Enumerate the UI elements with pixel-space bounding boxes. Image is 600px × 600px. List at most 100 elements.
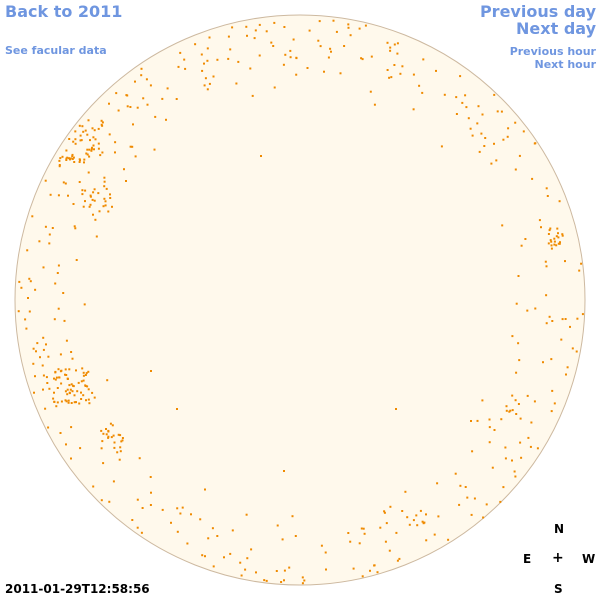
- facula-speck: [557, 232, 559, 235]
- facula-speck: [542, 361, 544, 364]
- facula-speck: [524, 238, 527, 240]
- facula-speck: [207, 537, 210, 540]
- facula-speck: [282, 63, 285, 66]
- facula-speck: [245, 25, 248, 28]
- facula-speck: [398, 557, 401, 560]
- previous-hour-link[interactable]: Previous hour: [509, 45, 596, 58]
- facula-speck: [61, 155, 64, 158]
- facula-speck: [467, 117, 470, 120]
- facula-speck: [564, 260, 566, 263]
- facula-speck: [324, 551, 327, 554]
- facula-speck: [72, 140, 75, 143]
- facula-speck: [556, 227, 559, 230]
- facula-speck: [553, 243, 556, 246]
- facula-speck: [526, 309, 529, 312]
- facula-speck: [549, 239, 552, 242]
- facula-speck: [550, 358, 553, 361]
- facula-speck: [175, 98, 178, 100]
- facula-speck: [203, 62, 205, 65]
- facula-speck: [42, 336, 45, 339]
- facula-speck: [576, 317, 579, 320]
- facula-speck: [566, 366, 569, 369]
- facula-speck: [211, 527, 214, 530]
- facula-speck: [548, 315, 551, 318]
- facula-speck: [490, 162, 493, 165]
- facula-speck: [44, 407, 47, 410]
- facula-speck: [433, 533, 436, 536]
- facula-speck: [529, 445, 532, 448]
- facula-speck: [32, 347, 35, 350]
- facula-speck: [548, 229, 551, 232]
- facula-speck: [263, 579, 266, 582]
- facula-speck: [485, 503, 488, 506]
- facula-speck: [176, 408, 178, 410]
- facula-speck: [113, 446, 116, 449]
- facula-speck: [500, 418, 503, 421]
- facula-speck: [71, 153, 74, 156]
- facula-speck: [80, 380, 83, 383]
- facula-speck: [179, 512, 182, 515]
- facula-speck: [48, 242, 51, 245]
- facula-speck: [323, 70, 325, 73]
- facula-speck: [65, 149, 68, 152]
- facula-speck: [131, 519, 134, 521]
- facula-speck: [28, 310, 31, 313]
- facula-speck: [390, 76, 393, 79]
- facula-speck: [383, 510, 386, 513]
- facula-speck: [74, 130, 77, 133]
- facula-speck: [89, 194, 92, 197]
- facula-speck: [75, 401, 77, 404]
- facula-speck: [67, 399, 70, 402]
- facula-speck: [352, 567, 355, 570]
- facula-speck: [149, 476, 152, 478]
- facula-speck: [396, 42, 399, 45]
- facula-speck: [71, 155, 74, 158]
- facula-speck: [412, 108, 415, 111]
- facula-speck: [49, 193, 52, 196]
- facular-data-link[interactable]: See facular data: [5, 44, 107, 57]
- facula-speck: [117, 109, 120, 112]
- back-to-year-link[interactable]: Back to 2011: [5, 2, 123, 21]
- facula-speck: [58, 159, 61, 162]
- facula-speck: [64, 399, 67, 402]
- facula-speck: [70, 402, 73, 404]
- next-hour-link[interactable]: Next hour: [534, 58, 597, 71]
- facula-speck: [545, 187, 548, 190]
- facula-speck: [32, 362, 35, 365]
- facula-speck: [561, 233, 564, 236]
- facula-speck: [385, 522, 388, 525]
- facula-speck: [70, 383, 73, 386]
- facula-speck: [131, 145, 134, 148]
- facula-speck: [57, 307, 60, 310]
- facula-speck: [206, 47, 209, 50]
- next-day-link[interactable]: Next day: [516, 19, 596, 38]
- facula-speck: [141, 507, 144, 509]
- facula-speck: [181, 506, 184, 509]
- facula-speck: [325, 568, 327, 571]
- facula-speck: [88, 148, 91, 151]
- facula-speck: [386, 69, 389, 71]
- facula-speck: [551, 320, 554, 322]
- facula-speck: [83, 161, 85, 164]
- facula-speck: [384, 540, 387, 543]
- facula-speck: [59, 157, 62, 160]
- facula-speck: [477, 105, 480, 108]
- facula-speck: [109, 193, 111, 196]
- facula-speck: [501, 224, 504, 227]
- facula-speck: [358, 542, 361, 545]
- facula-speck: [98, 210, 101, 213]
- facula-speck: [550, 410, 553, 413]
- facula-speck: [79, 447, 82, 450]
- facula-speck: [246, 557, 249, 560]
- facula-speck: [455, 96, 458, 99]
- facula-speck: [71, 158, 74, 160]
- facula-speck: [418, 84, 421, 87]
- facula-speck: [67, 194, 69, 197]
- facula-speck: [506, 135, 509, 138]
- facula-speck: [404, 490, 407, 493]
- facula-speck: [320, 544, 323, 547]
- facula-speck: [125, 180, 127, 182]
- facula-speck: [20, 286, 23, 289]
- previous-day-link[interactable]: Previous day: [479, 2, 596, 21]
- facula-speck: [45, 343, 47, 346]
